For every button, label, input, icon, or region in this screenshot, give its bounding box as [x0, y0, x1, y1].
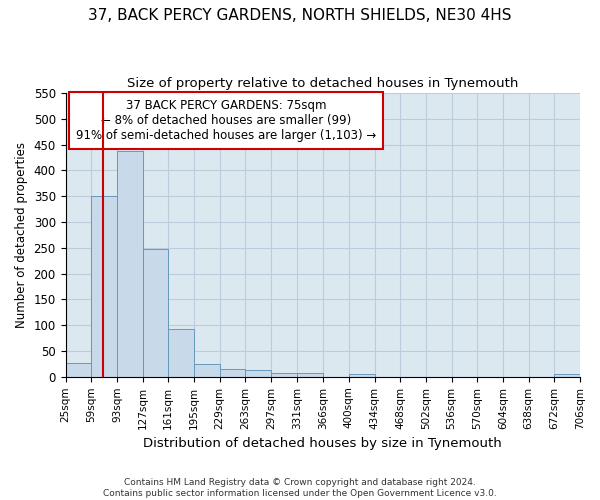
Bar [194, 364, 220, 377]
Title: Size of property relative to detached houses in Tynemouth: Size of property relative to detached ho… [127, 78, 518, 90]
Bar [271, 373, 297, 377]
Bar [65, 363, 91, 377]
Bar [245, 370, 271, 377]
Bar [168, 329, 194, 377]
Bar [554, 374, 580, 377]
Text: 37, BACK PERCY GARDENS, NORTH SHIELDS, NE30 4HS: 37, BACK PERCY GARDENS, NORTH SHIELDS, N… [88, 8, 512, 22]
Bar [143, 249, 168, 377]
Bar [117, 151, 143, 377]
Text: Contains HM Land Registry data © Crown copyright and database right 2024.
Contai: Contains HM Land Registry data © Crown c… [103, 478, 497, 498]
Bar [297, 373, 323, 377]
X-axis label: Distribution of detached houses by size in Tynemouth: Distribution of detached houses by size … [143, 437, 502, 450]
Y-axis label: Number of detached properties: Number of detached properties [15, 142, 28, 328]
Bar [349, 374, 374, 377]
Bar [220, 369, 245, 377]
Text: 37 BACK PERCY GARDENS: 75sqm
← 8% of detached houses are smaller (99)
91% of sem: 37 BACK PERCY GARDENS: 75sqm ← 8% of det… [76, 98, 376, 142]
Bar [91, 196, 117, 377]
